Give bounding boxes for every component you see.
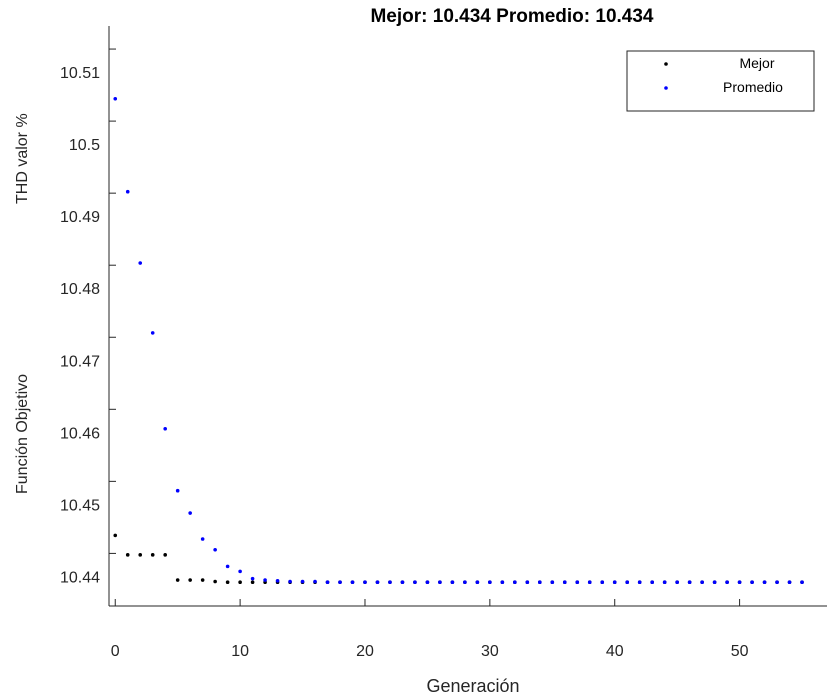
data-point-promedio (750, 580, 754, 585)
data-point-promedio (175, 488, 180, 493)
data-point-promedio (700, 580, 704, 585)
y-tick-label: 10.49 (60, 209, 100, 226)
data-point-promedio (363, 580, 367, 585)
data-point-promedio (350, 580, 355, 585)
legend-box (626, 50, 815, 112)
data-point-promedio (438, 580, 442, 585)
data-point-promedio (425, 580, 430, 585)
data-point-mejor (150, 553, 155, 557)
data-point-promedio (600, 580, 605, 585)
x-tick-label: 20 (356, 643, 374, 660)
legend: Mejor Promedio (626, 50, 815, 112)
y-axis-title-objective: Función Objetivo (14, 374, 31, 494)
data-point-promedio (800, 580, 804, 585)
data-points-group (113, 96, 804, 585)
data-point-mejor (238, 580, 242, 585)
data-point-promedio (587, 580, 592, 585)
data-point-mejor (200, 578, 205, 582)
data-point-promedio (562, 580, 567, 585)
data-point-promedio (200, 537, 205, 541)
data-point-promedio (787, 580, 792, 585)
data-point-promedio (513, 580, 517, 585)
data-point-promedio (263, 578, 267, 582)
data-point-promedio (675, 580, 679, 585)
y-tick-label: 10.5 (69, 137, 100, 154)
legend-label-mejor: Mejor (739, 55, 774, 71)
legend-marker-mejor (664, 62, 668, 66)
x-tick-label: 50 (731, 643, 749, 660)
data-point-mejor (125, 553, 130, 557)
data-point-mejor (175, 578, 180, 582)
data-point-promedio (725, 580, 729, 585)
data-point-promedio (188, 511, 192, 515)
data-point-mejor (225, 580, 230, 585)
data-point-promedio (150, 331, 155, 335)
data-point-promedio (712, 580, 717, 585)
data-point-promedio (525, 580, 530, 585)
plot-area (108, 26, 827, 607)
y-tick-label: 10.45 (60, 497, 100, 514)
data-point-promedio (625, 580, 630, 585)
legend-marker-promedio (664, 86, 668, 90)
data-point-promedio (662, 580, 667, 585)
legend-label-promedio: Promedio (723, 79, 783, 95)
y-tick-label: 10.46 (60, 425, 100, 442)
data-point-promedio (550, 580, 555, 585)
y-tick-label: 10.51 (60, 65, 100, 82)
data-point-mejor (188, 578, 192, 582)
y-tick-label: 10.44 (60, 569, 100, 586)
data-point-promedio (238, 569, 242, 574)
data-point-promedio (400, 580, 405, 585)
data-point-promedio (500, 580, 505, 585)
data-point-promedio (413, 580, 417, 585)
data-point-promedio (225, 564, 230, 569)
data-point-promedio (687, 580, 692, 585)
x-tick-label: 30 (481, 643, 499, 660)
data-point-mejor (213, 579, 217, 584)
data-point-promedio (463, 580, 467, 585)
data-point-promedio (325, 580, 330, 585)
data-point-promedio (450, 580, 455, 585)
data-point-mejor (113, 533, 118, 538)
data-point-promedio (163, 426, 167, 431)
y-axis-title-thd: THD valor % (14, 113, 31, 204)
data-point-mejor (138, 553, 143, 557)
y-tick-label: 10.47 (60, 353, 100, 370)
data-point-mejor (250, 580, 255, 585)
data-point-promedio (300, 579, 305, 584)
data-point-promedio (313, 579, 317, 584)
data-point-promedio (488, 580, 492, 585)
x-tick-label: 10 (231, 643, 249, 660)
x-tick-label: 40 (606, 643, 624, 660)
x-axis-title: Generación (426, 676, 519, 696)
data-point-promedio (125, 189, 130, 194)
data-point-promedio (775, 580, 779, 585)
data-point-promedio (737, 580, 742, 585)
data-point-promedio (288, 579, 292, 584)
data-point-promedio (388, 580, 392, 585)
data-point-promedio (762, 580, 767, 585)
x-tick-label: 0 (111, 643, 120, 660)
data-point-promedio (138, 261, 143, 265)
ticks-group: 0 10 20 30 40 50 10.44 10.45 10.46 10.47 10.48 10.4… (60, 48, 749, 660)
data-point-promedio (650, 580, 654, 585)
data-point-promedio (275, 578, 280, 583)
data-point-promedio (213, 548, 217, 552)
data-point-promedio (538, 580, 542, 585)
chart-title: Mejor: 10.434 Promedio: 10.434 (370, 6, 653, 27)
data-point-promedio (575, 580, 580, 585)
data-point-promedio (113, 96, 118, 101)
data-point-promedio (475, 580, 480, 585)
y-tick-label: 10.48 (60, 281, 100, 298)
data-point-promedio (637, 580, 642, 585)
data-point-promedio (338, 580, 342, 585)
data-point-promedio (375, 580, 380, 585)
data-point-promedio (250, 576, 255, 581)
data-point-mejor (163, 553, 167, 557)
data-point-promedio (612, 580, 617, 585)
